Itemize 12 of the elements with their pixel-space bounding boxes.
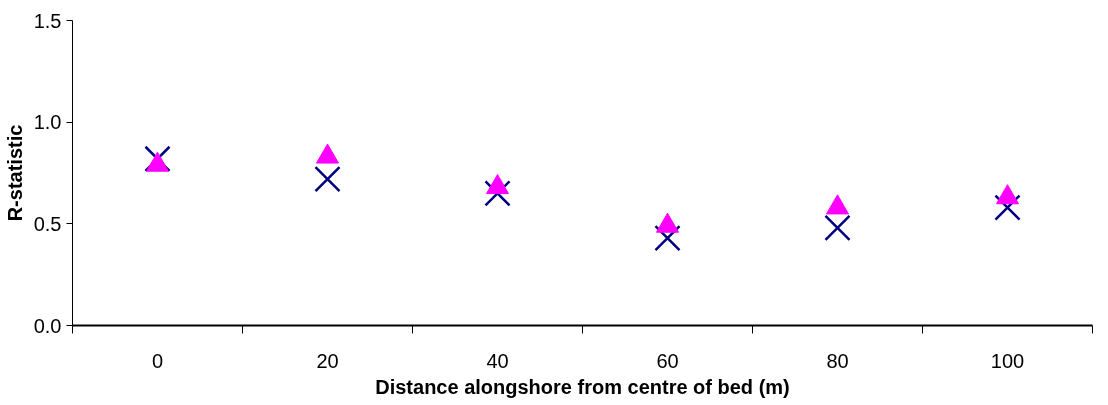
x-axis-title: Distance alongshore from centre of bed (m) xyxy=(375,375,790,398)
x-tick-label: 80 xyxy=(826,349,849,372)
y-axis-title: R-statistic xyxy=(3,124,26,222)
x-tick-label: 20 xyxy=(316,349,339,372)
x-tick-label: 100 xyxy=(990,349,1025,372)
y-tick-label: 1.0 xyxy=(33,111,62,134)
y-tick-label: 0.0 xyxy=(33,314,62,337)
y-tick-label: 1.5 xyxy=(33,9,62,32)
x-tick-label: 60 xyxy=(656,349,679,372)
y-tick-label: 0.5 xyxy=(33,212,62,235)
x-tick-label: 40 xyxy=(486,349,509,372)
x-tick-label: 0 xyxy=(151,349,164,372)
